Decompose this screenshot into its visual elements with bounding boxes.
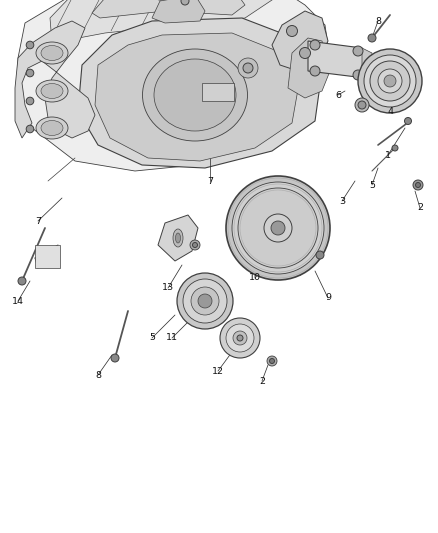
Text: 8: 8 <box>375 17 381 26</box>
Text: 9: 9 <box>325 294 331 303</box>
Ellipse shape <box>36 117 68 139</box>
Circle shape <box>353 46 363 56</box>
Circle shape <box>267 356 277 366</box>
Circle shape <box>26 41 34 49</box>
Circle shape <box>226 324 254 352</box>
Polygon shape <box>50 0 275 43</box>
Polygon shape <box>362 48 372 83</box>
Text: 7: 7 <box>35 216 41 225</box>
Circle shape <box>233 331 247 345</box>
Ellipse shape <box>142 49 247 141</box>
Circle shape <box>183 279 227 323</box>
Ellipse shape <box>154 59 236 131</box>
Circle shape <box>232 182 324 274</box>
Circle shape <box>192 243 198 247</box>
Circle shape <box>177 273 233 329</box>
Ellipse shape <box>36 42 68 64</box>
Text: 3: 3 <box>339 197 345 206</box>
Polygon shape <box>78 18 322 168</box>
Text: 4: 4 <box>387 107 393 116</box>
Circle shape <box>111 354 119 362</box>
Text: 13: 13 <box>162 284 174 293</box>
Polygon shape <box>272 11 328 71</box>
Polygon shape <box>18 0 330 171</box>
Ellipse shape <box>41 84 63 99</box>
Circle shape <box>238 188 318 268</box>
Text: 5: 5 <box>369 181 375 190</box>
Text: 6: 6 <box>335 91 341 100</box>
Circle shape <box>286 26 297 36</box>
Circle shape <box>190 240 200 250</box>
Ellipse shape <box>41 120 63 135</box>
Circle shape <box>368 34 376 42</box>
Circle shape <box>271 221 285 235</box>
Polygon shape <box>158 215 198 261</box>
Circle shape <box>300 47 311 59</box>
Text: 12: 12 <box>212 367 224 376</box>
Circle shape <box>378 69 402 93</box>
Circle shape <box>310 40 320 50</box>
Circle shape <box>353 70 363 80</box>
Polygon shape <box>15 21 95 138</box>
Circle shape <box>364 55 416 107</box>
Circle shape <box>18 277 26 285</box>
Ellipse shape <box>41 45 63 61</box>
Circle shape <box>264 214 292 242</box>
Text: 11: 11 <box>166 334 178 343</box>
Text: 14: 14 <box>12 296 24 305</box>
Polygon shape <box>95 33 300 161</box>
Text: 2: 2 <box>259 376 265 385</box>
Ellipse shape <box>173 229 183 247</box>
Bar <box>35 245 60 268</box>
Circle shape <box>384 75 396 87</box>
Text: 2: 2 <box>417 204 423 213</box>
Circle shape <box>413 180 423 190</box>
Text: 10: 10 <box>249 273 261 282</box>
Text: 8: 8 <box>95 370 101 379</box>
Circle shape <box>358 101 366 109</box>
Circle shape <box>220 318 260 358</box>
Ellipse shape <box>176 233 180 243</box>
Circle shape <box>26 69 34 77</box>
Circle shape <box>181 0 189 5</box>
Text: 5: 5 <box>149 334 155 343</box>
Circle shape <box>310 66 320 76</box>
Circle shape <box>191 287 219 315</box>
Circle shape <box>392 145 398 151</box>
Circle shape <box>26 125 34 133</box>
Polygon shape <box>288 38 330 98</box>
Text: 7: 7 <box>207 176 213 185</box>
Circle shape <box>198 294 212 308</box>
Circle shape <box>238 58 258 78</box>
Circle shape <box>226 176 330 280</box>
Circle shape <box>316 251 324 259</box>
Circle shape <box>405 117 411 125</box>
Ellipse shape <box>36 80 68 102</box>
Text: 1: 1 <box>385 150 391 159</box>
Circle shape <box>355 98 369 112</box>
Polygon shape <box>308 41 365 78</box>
Bar <box>202 83 234 101</box>
Circle shape <box>26 97 34 105</box>
Polygon shape <box>152 0 205 23</box>
Polygon shape <box>92 0 245 18</box>
Circle shape <box>237 335 243 341</box>
Circle shape <box>358 49 422 113</box>
Circle shape <box>370 61 410 101</box>
Circle shape <box>269 359 275 364</box>
Circle shape <box>416 182 420 188</box>
Circle shape <box>243 63 253 73</box>
